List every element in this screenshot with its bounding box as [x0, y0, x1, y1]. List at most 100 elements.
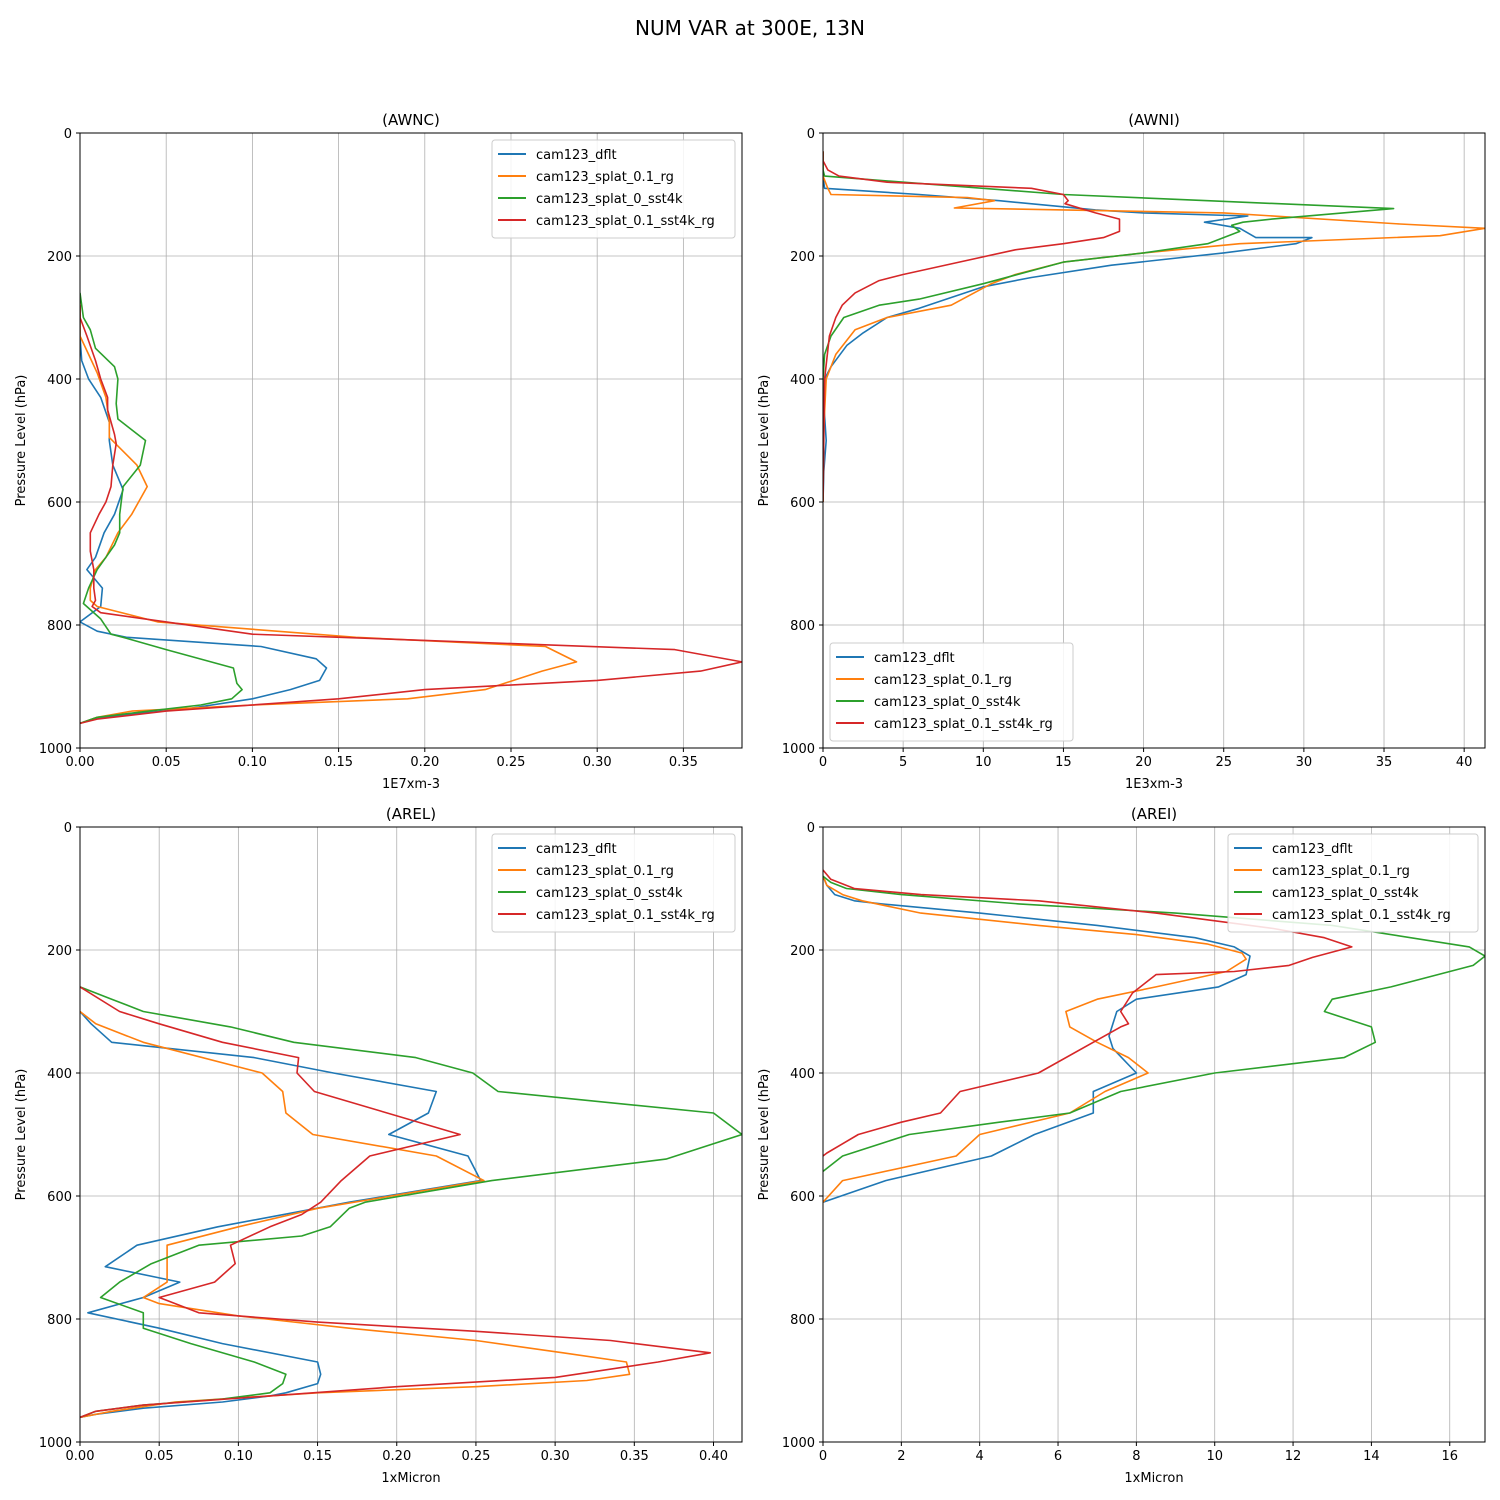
legend-label: cam123_dflt: [536, 842, 617, 857]
series-line-cam123-splat-0-sst4k: [80, 986, 742, 1419]
legend-label: cam123_splat_0.1_sst4k_rg: [536, 214, 715, 229]
legend-label: cam123_splat_0.1_sst4k_rg: [1272, 908, 1451, 923]
y-tick-label: 0: [807, 127, 815, 142]
legend-label: cam123_dflt: [874, 651, 955, 666]
x-tick-label: 0.25: [461, 1449, 490, 1464]
x-tick-label: 0.00: [66, 755, 95, 770]
x-axis-label: 1xMicron: [1124, 1471, 1183, 1486]
y-tick-label: 200: [47, 250, 72, 265]
x-tick-label: 0.20: [410, 755, 439, 770]
y-tick-label: 800: [47, 1313, 72, 1328]
legend-label: cam123_splat_0_sst4k: [536, 192, 683, 207]
series-group: [823, 869, 1485, 1203]
legend-label: cam123_splat_0.1_rg: [1272, 864, 1410, 879]
x-tick-label: 14: [1363, 1449, 1380, 1464]
series-group: [80, 986, 742, 1419]
y-tick-label: 200: [790, 944, 815, 959]
x-axis-label: 1xMicron: [381, 1471, 440, 1486]
series-line-cam123-splat-0-1-rg: [80, 1010, 631, 1419]
series-group: [823, 151, 1485, 503]
panel-title: (AREL): [386, 805, 436, 823]
legend-label: cam123_splat_0_sst4k: [536, 886, 683, 901]
panel-title: (AWNC): [382, 111, 440, 129]
x-tick-label: 15: [1055, 755, 1072, 770]
x-tick-label: 20: [1135, 755, 1152, 770]
series-line-cam123-dflt: [80, 1010, 482, 1419]
y-tick-label: 200: [790, 250, 815, 265]
panel-title: (AREI): [1131, 805, 1177, 823]
legend-box: [1227, 833, 1479, 933]
series-line-cam123-splat-0-1-sst4k-rg: [80, 305, 742, 725]
y-tick-label: 800: [790, 619, 815, 634]
x-tick-label: 2: [897, 1449, 905, 1464]
y-tick-label: 800: [47, 619, 72, 634]
legend-label: cam123_dflt: [536, 148, 617, 163]
legend-label: cam123_splat_0.1_sst4k_rg: [536, 908, 715, 923]
series-line-cam123-splat-0-1-rg: [823, 875, 1247, 1203]
x-tick-label: 0.15: [324, 755, 353, 770]
x-tick-label: 10: [975, 755, 992, 770]
x-tick-label: 6: [1054, 1449, 1062, 1464]
series-line-cam123-splat-0-1-rg: [823, 151, 1485, 503]
y-tick-label: 0: [64, 127, 72, 142]
y-axis-label: Pressure Level (hPa): [14, 1069, 29, 1201]
x-tick-label: 0.30: [541, 1449, 570, 1464]
y-tick-label: 0: [64, 821, 72, 836]
y-axis-label: Pressure Level (hPa): [757, 375, 772, 507]
y-tick-label: 1000: [782, 742, 815, 757]
y-tick-label: 1000: [782, 1436, 815, 1451]
x-tick-label: 0.10: [238, 755, 267, 770]
plot-frame: [822, 826, 1486, 1443]
legend-label: cam123_splat_0.1_sst4k_rg: [874, 717, 1053, 732]
x-tick-label: 4: [976, 1449, 984, 1464]
y-tick-label: 0: [807, 821, 815, 836]
figure-title: NUM VAR at 300E, 13N: [635, 16, 865, 40]
legend-label: cam123_splat_0_sst4k: [874, 695, 1021, 710]
x-tick-label: 0.05: [145, 1449, 174, 1464]
series-line-cam123-splat-0-sst4k: [823, 875, 1485, 1173]
x-tick-label: 30: [1296, 755, 1313, 770]
y-tick-label: 400: [47, 373, 72, 388]
y-tick-label: 800: [790, 1313, 815, 1328]
x-tick-label: 16: [1441, 1449, 1458, 1464]
x-tick-label: 40: [1456, 755, 1473, 770]
plot-frame: [79, 826, 743, 1443]
series-line-cam123-splat-0-1-sst4k-rg: [823, 869, 1353, 1157]
y-tick-label: 400: [790, 373, 815, 388]
x-tick-label: 0.10: [224, 1449, 253, 1464]
series-line-cam123-dflt: [80, 305, 328, 725]
plot-frame: [822, 132, 1486, 749]
x-tick-label: 5: [899, 755, 907, 770]
x-tick-label: 0.25: [497, 755, 526, 770]
y-tick-label: 200: [47, 944, 72, 959]
x-tick-label: 0.05: [152, 755, 181, 770]
y-tick-label: 1000: [39, 742, 72, 757]
legend-label: cam123_splat_0.1_rg: [536, 864, 674, 879]
x-tick-label: 0: [819, 1449, 827, 1464]
x-tick-label: 0.35: [669, 755, 698, 770]
x-tick-label: 10: [1206, 1449, 1223, 1464]
y-tick-label: 600: [790, 1190, 815, 1205]
x-tick-label: 12: [1285, 1449, 1302, 1464]
y-tick-label: 400: [790, 1067, 815, 1082]
legend-box: [491, 833, 736, 933]
legend-label: cam123_splat_0_sst4k: [1272, 886, 1419, 901]
legend-box: [491, 139, 736, 239]
x-tick-label: 0.30: [583, 755, 612, 770]
x-tick-label: 8: [1132, 1449, 1140, 1464]
y-tick-label: 600: [47, 1190, 72, 1205]
x-axis-label: 1E7xm-3: [382, 777, 440, 792]
panel-title: (AWNI): [1128, 111, 1180, 129]
x-axis-label: 1E3xm-3: [1125, 777, 1183, 792]
x-tick-label: 35: [1376, 755, 1393, 770]
y-tick-label: 600: [47, 496, 72, 511]
series-group: [80, 292, 742, 725]
y-tick-label: 600: [790, 496, 815, 511]
y-tick-label: 1000: [39, 1436, 72, 1451]
x-tick-label: 0.15: [303, 1449, 332, 1464]
legend-label: cam123_dflt: [1272, 842, 1353, 857]
